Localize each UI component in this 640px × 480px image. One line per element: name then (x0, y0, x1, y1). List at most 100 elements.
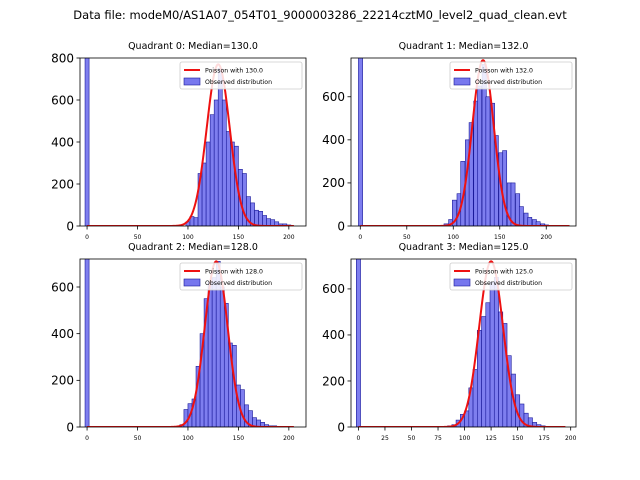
y-tick-label: 600 (322, 90, 345, 104)
x-tick-label: 25 (381, 435, 389, 442)
histogram-bar (485, 96, 491, 226)
histogram-bar (481, 316, 487, 427)
histogram-bar (258, 211, 263, 226)
histogram-bar (221, 99, 227, 226)
legend-box (449, 61, 573, 90)
y-tick-label: 800 (51, 51, 74, 65)
histogram-bar (468, 122, 474, 226)
x-tick-label: 200 (541, 234, 553, 241)
x-tick-label: 100 (459, 435, 471, 442)
histogram-bar (502, 150, 508, 226)
y-tick-label: 0 (337, 420, 345, 434)
figure-title: Data file: modeM0/AS1A07_054T01_90000032… (73, 8, 567, 22)
axes-frame (350, 258, 577, 428)
plot-area (358, 58, 570, 226)
x-tick-label: 0 (357, 435, 361, 442)
x-tick-label: 0 (358, 234, 362, 241)
legend-box (449, 262, 573, 291)
x-tick-label: 75 (434, 435, 442, 442)
subplot-quadrant-2: 0 200 400 600 0 50 100 150 200 Quadrant 2: Median… (51, 242, 307, 442)
legend-label-poisson: Poisson with 132.0 (475, 68, 533, 75)
histogram-bar (535, 221, 541, 226)
x-tick-label: 0 (85, 435, 89, 442)
legend-box (179, 61, 303, 90)
histogram-bar (84, 259, 90, 427)
subplot-quadrant-0: 0 200 400 600 800 0 50 100 150 200 Quadrant 0: Med… (51, 41, 307, 241)
histogram-bar (219, 286, 225, 427)
y-tick-label: 600 (51, 93, 74, 107)
x-tick-label: 50 (134, 435, 142, 442)
x-tick-label: 50 (134, 234, 142, 241)
x-tick-label: 200 (283, 435, 295, 442)
legend-label-observed: Observed distribution (475, 280, 542, 287)
subplot-title: Quadrant 3: Median=125.0 (399, 242, 529, 253)
histogram-bar (211, 277, 217, 427)
histogram-bar (207, 282, 213, 427)
subplot-title: Quadrant 0: Median=130.0 (128, 41, 258, 52)
x-tick-label: 150 (233, 234, 245, 241)
histogram-bar (217, 68, 223, 226)
x-tick-label: 0 (85, 234, 89, 241)
x-tick-label: 200 (283, 234, 295, 241)
legend-box (179, 262, 303, 291)
subplot-quadrant-3: 0 200 400 600 0 25 50 75 100 125 150 175 200 Quadrant… (322, 242, 577, 442)
y-tick-label: 200 (322, 374, 345, 388)
legend-hist-swatch (453, 278, 471, 287)
legend-label-observed: Observed distribution (475, 79, 542, 86)
histogram-bar (213, 99, 219, 226)
axes-frame (79, 258, 307, 428)
legend-label-poisson: Poisson with 130.0 (205, 68, 263, 75)
x-tick-label: 50 (403, 234, 411, 241)
histogram-bar (201, 162, 207, 226)
y-tick-label: 0 (66, 219, 74, 233)
poisson-curve (358, 260, 566, 427)
x-tick-label: 100 (448, 234, 460, 241)
plot-area (84, 58, 294, 226)
x-tick-label: 100 (182, 234, 194, 241)
x-tick-label: 50 (408, 435, 416, 442)
histogram-bar (358, 58, 363, 226)
histogram-bar (510, 182, 516, 226)
x-tick-label: 175 (538, 435, 550, 442)
y-tick-label: 0 (66, 420, 74, 434)
histogram-bar (84, 58, 90, 226)
subplot-title: Quadrant 1: Median=132.0 (399, 41, 529, 52)
histogram-bar (477, 85, 482, 226)
histogram-bar (225, 131, 231, 226)
x-tick-label: 150 (233, 435, 245, 442)
legend-hist-swatch (183, 77, 201, 86)
histogram-bar (262, 215, 267, 226)
x-tick-label: 125 (485, 435, 497, 442)
histogram-bar (472, 369, 478, 427)
histogram-bar (518, 206, 524, 226)
y-tick-label: 0 (337, 219, 345, 233)
histogram-bar (356, 259, 361, 427)
subplot-title: Quadrant 2: Median=128.0 (128, 242, 258, 253)
legend-label-observed: Observed distribution (205, 280, 272, 287)
legend-hist-swatch (453, 77, 471, 86)
legend-label-poisson: Poisson with 128.0 (205, 269, 263, 276)
x-tick-label: 100 (182, 435, 194, 442)
y-tick-label: 600 (322, 282, 345, 296)
y-tick-label: 200 (322, 176, 345, 190)
legend-hist-swatch (183, 278, 201, 287)
poisson-curve (360, 59, 570, 226)
y-tick-label: 200 (51, 177, 74, 191)
y-tick-label: 200 (51, 374, 74, 388)
x-tick-label: 200 (565, 435, 577, 442)
histogram-bar (209, 114, 215, 226)
subplot-quadrant-1: 0 200 400 600 0 50 100 150 200 Quadrant 1: Median… (322, 41, 577, 241)
histogram-bar (485, 302, 491, 427)
histogram-bar (498, 311, 504, 427)
histogram-bar (489, 281, 495, 427)
axes-frame (350, 57, 577, 227)
histogram-bar (193, 217, 199, 226)
histogram-bar (205, 141, 211, 226)
y-tick-label: 400 (322, 328, 345, 342)
histogram-bar (254, 209, 259, 226)
histogram-bar (266, 218, 271, 226)
histogram-bar (493, 277, 499, 427)
legend-label-poisson: Poisson with 125.0 (475, 269, 533, 276)
legend-label-observed: Observed distribution (205, 79, 272, 86)
y-tick-label: 600 (51, 280, 74, 294)
